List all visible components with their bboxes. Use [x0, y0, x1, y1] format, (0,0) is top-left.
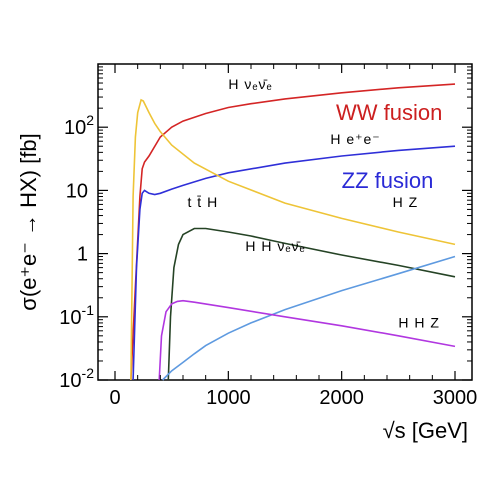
y-axis-label: σ(e⁺e⁻ → HX) [fb]: [16, 133, 41, 310]
series-label-1: H e⁺e⁻: [330, 131, 380, 147]
series-label-4: H H νₑν̄ₑ: [245, 238, 305, 254]
series-line-5: [158, 299, 456, 381]
annotation-group: WW fusion ZZ fusion: [336, 100, 442, 193]
series-line-2: [130, 98, 456, 381]
x-tick-label: 3000: [433, 387, 478, 409]
y-tick-label: 102: [64, 112, 94, 139]
y-tick-label: 10-1: [59, 302, 94, 329]
plot-area: 0 1000 2000 3000 10-2 10-1 1 10 102 H νₑν̄ₑ H e⁺e…: [59, 63, 477, 409]
x-tick-label: 0: [109, 387, 120, 409]
annotation-0: WW fusion: [336, 100, 442, 125]
series-label-5: H H Z: [398, 314, 440, 330]
y-tick-label: 10-2: [59, 365, 94, 392]
x-tick-label: 1000: [206, 387, 251, 409]
series-line-0: [130, 83, 456, 381]
y-tick-label: 1: [77, 244, 88, 266]
series-label-3: t t̄ H: [188, 194, 219, 210]
series-line-3: [167, 227, 456, 381]
series-label-group: H νₑν̄ₑ H e⁺e⁻ H Z t t̄ H H H νₑν̄ₑ H H Z: [188, 76, 440, 330]
x-axis-label: √s [GeV]: [383, 418, 468, 443]
plot-frame: [97, 63, 473, 381]
annotation-1: ZZ fusion: [342, 168, 434, 193]
series-line-1: [132, 145, 456, 381]
series-label-2: H Z: [393, 194, 419, 210]
series-label-0: H νₑν̄ₑ: [228, 76, 272, 92]
tick-group: 0 1000 2000 3000 10-2 10-1 1 10 102: [59, 64, 477, 409]
x-tick-label: 2000: [319, 387, 364, 409]
y-tick-label: 10: [66, 180, 88, 202]
series-line-4: [162, 255, 456, 381]
series-group: [130, 83, 456, 381]
